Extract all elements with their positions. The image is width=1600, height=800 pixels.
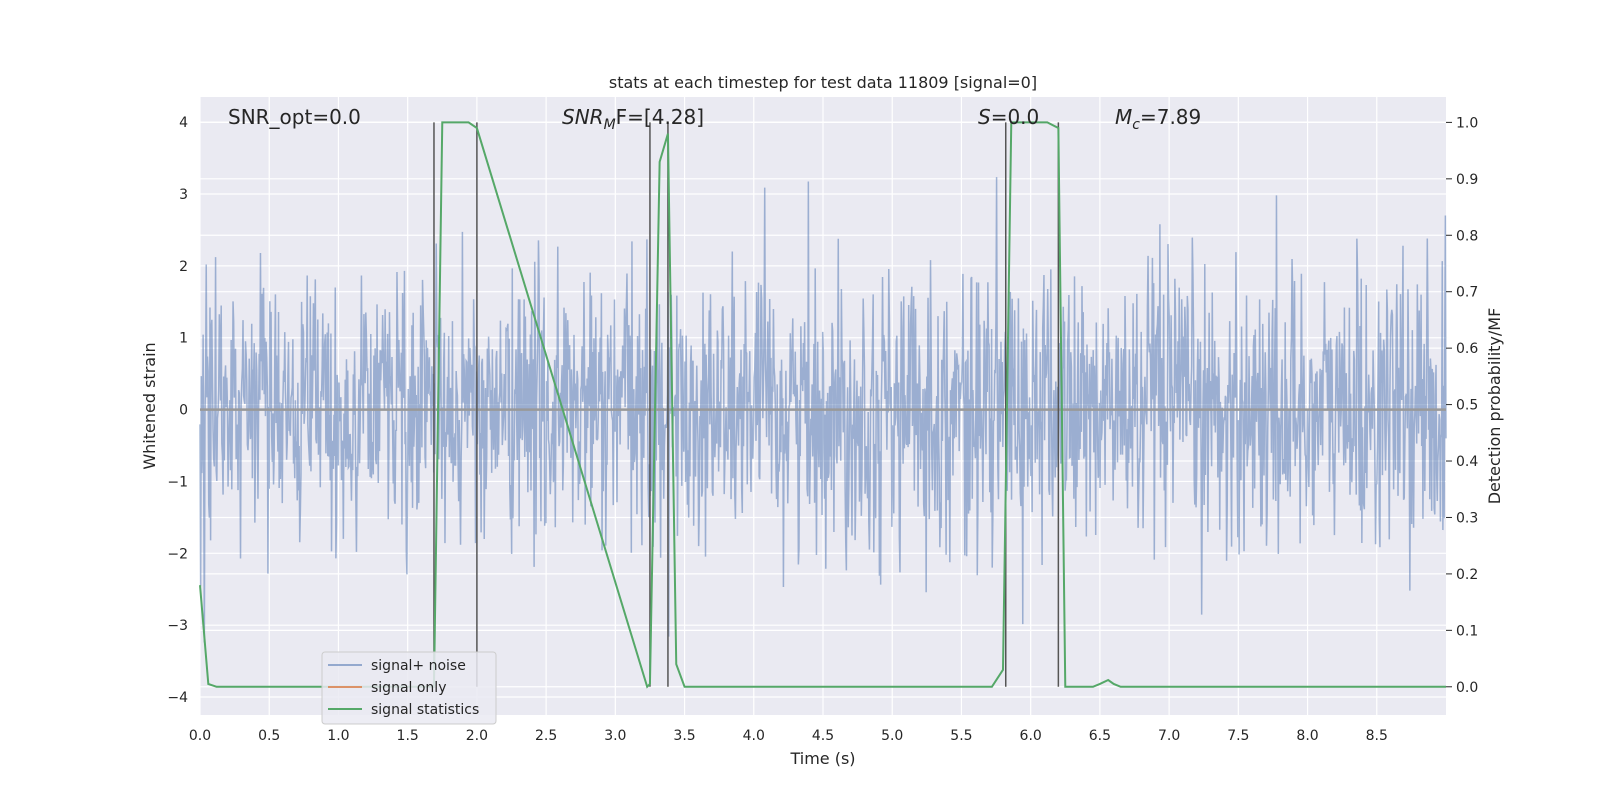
x-tick-label: 8.0 — [1296, 728, 1318, 744]
y-right-tick-label: 0.0 — [1456, 680, 1478, 696]
signal-statistics-series — [199, 121, 1446, 689]
signal-statistics-line — [199, 121, 1446, 689]
annotation-mc-sub: c — [1132, 117, 1140, 133]
y-left-tick-label: 3 — [179, 187, 188, 203]
y-left-axis-label: Whitened strain — [140, 342, 159, 469]
legend: signal+ noise signal only signal statist… — [321, 651, 497, 725]
legend-label-signal-noise: signal+ noise — [371, 658, 466, 674]
x-tick-label: 2.5 — [535, 728, 557, 744]
annotation-s: S=0.0 — [978, 105, 1039, 129]
signal-noise-line — [199, 177, 1447, 643]
y-right-tick-label: 0.6 — [1456, 341, 1478, 357]
legend-label-signal-statistics: signal statistics — [371, 702, 479, 718]
x-axis-label: Time (s) — [789, 749, 855, 768]
x-tick-label: 3.5 — [673, 728, 695, 744]
y-left-tick-label: −4 — [167, 690, 188, 706]
y-right-tick-label: 0.7 — [1456, 285, 1478, 301]
annotation-s-main: S — [978, 105, 991, 129]
y-left-tick-label: −1 — [167, 474, 188, 490]
y-right-tick-label: 0.9 — [1456, 172, 1478, 188]
y-right-axis-label: Detection probability/MF — [1485, 308, 1504, 505]
y-right-tick-label: 1.0 — [1456, 115, 1478, 131]
x-tick-label: 5.0 — [881, 728, 903, 744]
legend-box — [321, 651, 497, 725]
signal-noise-series — [199, 177, 1447, 643]
x-tick-label: 6.0 — [1020, 728, 1042, 744]
y-right-tick-label: 0.3 — [1456, 510, 1478, 526]
x-tick-label: 4.0 — [743, 728, 765, 744]
chart-title: stats at each timestep for test data 118… — [609, 73, 1037, 92]
y-left-tick-label: 4 — [179, 115, 188, 131]
x-tick-label: 3.0 — [604, 728, 626, 744]
x-tick-label: 0.0 — [189, 728, 211, 744]
y-right-tick-label: 0.1 — [1456, 623, 1478, 639]
legend-label-signal-only: signal only — [371, 680, 446, 696]
annotation-snr-mf-rest: F=[4.28] — [616, 105, 704, 129]
annotation-snr-mf: SNRMF=[4.28] — [562, 105, 704, 133]
y-right-tick-label: 0.2 — [1456, 567, 1478, 583]
x-tick-label: 6.5 — [1089, 728, 1111, 744]
x-tick-label: 7.0 — [1158, 728, 1180, 744]
y-left-tick-label: −3 — [167, 618, 188, 634]
y-right-tick-label: 0.8 — [1456, 228, 1478, 244]
x-tick-label: 1.5 — [397, 728, 419, 744]
annotation-mc-rest: =7.89 — [1140, 105, 1201, 129]
x-tick-label: 4.5 — [812, 728, 834, 744]
x-tick-label: 5.5 — [950, 728, 972, 744]
y-right-tick-label: 0.5 — [1456, 398, 1478, 414]
annotation-snr-mf-main: SNR — [562, 105, 604, 129]
annotation-mc-main: M — [1115, 105, 1132, 129]
x-tick-label: 2.0 — [466, 728, 488, 744]
y-right-tick-label: 0.4 — [1456, 454, 1478, 470]
x-tick-label: 0.5 — [258, 728, 280, 744]
y-left-tick-label: 0 — [179, 403, 188, 419]
vertical-markers — [433, 122, 1060, 687]
annotation-s-rest: =0.0 — [991, 105, 1040, 129]
x-tick-label: 1.0 — [327, 728, 349, 744]
y-left-tick-label: 1 — [179, 331, 188, 347]
x-tick-label: 7.5 — [1227, 728, 1249, 744]
y-left-axis-ticks: 4 3 2 1 0 −1 −2 −3 −4 — [167, 115, 188, 706]
annotation-snr-opt: SNR_opt=0.0 — [228, 105, 361, 129]
y-left-tick-label: 2 — [179, 259, 188, 275]
y-right-axis-ticks: 1.0 0.9 0.8 0.7 0.6 0.5 0.4 0.3 0.2 0.1 0.0 — [1446, 115, 1478, 696]
annotation-mc: Mc=7.89 — [1115, 105, 1201, 133]
annotation-snr-mf-sub: M — [604, 117, 616, 133]
y-left-tick-label: −2 — [167, 546, 188, 562]
x-axis-ticks: 0.0 0.5 1.0 1.5 2.0 2.5 3.0 3.5 4.0 4.5 5.0 5.5 6.0 6… — [189, 728, 1388, 744]
x-tick-label: 8.5 — [1366, 728, 1388, 744]
